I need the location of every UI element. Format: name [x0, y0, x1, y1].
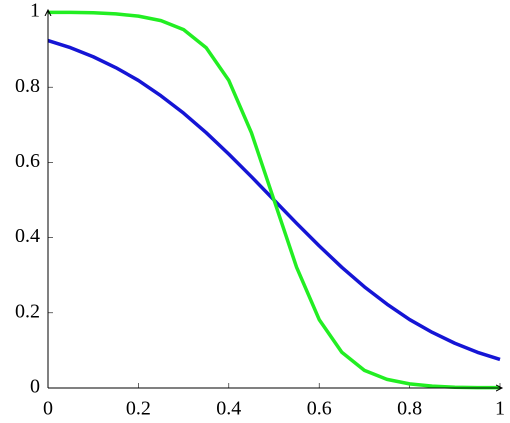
x-tick-label: 0.6: [307, 398, 332, 420]
y-tick-label: 0.6: [15, 150, 40, 172]
x-tick-label: 0: [43, 398, 53, 420]
y-tick-label: 0.8: [15, 75, 40, 97]
y-tick-label: 0.4: [15, 225, 40, 247]
x-tick-label: 1: [495, 398, 505, 420]
x-tick-label: 0.2: [126, 398, 151, 420]
y-tick-label: 1: [30, 0, 40, 22]
y-tick-label: 0.2: [15, 300, 40, 322]
y-tick-label: 0: [30, 376, 40, 398]
line-series: [48, 10, 500, 390]
x-tick-label: 0.4: [216, 398, 241, 420]
x-tick-label: 0.8: [397, 398, 422, 420]
